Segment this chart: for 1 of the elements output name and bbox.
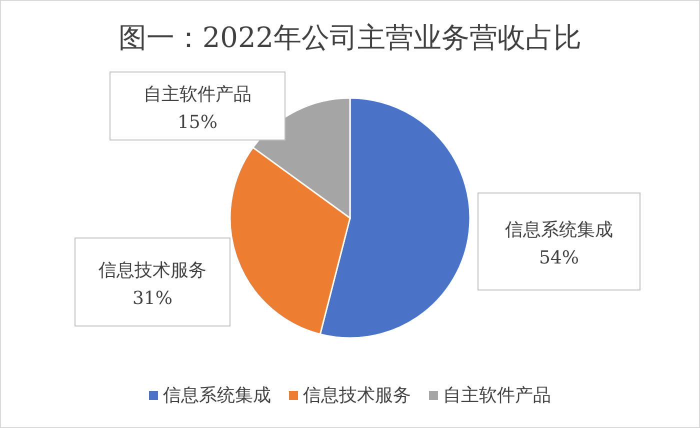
title: 图一：2022年公司主营业务营收占比 <box>118 21 582 54</box>
